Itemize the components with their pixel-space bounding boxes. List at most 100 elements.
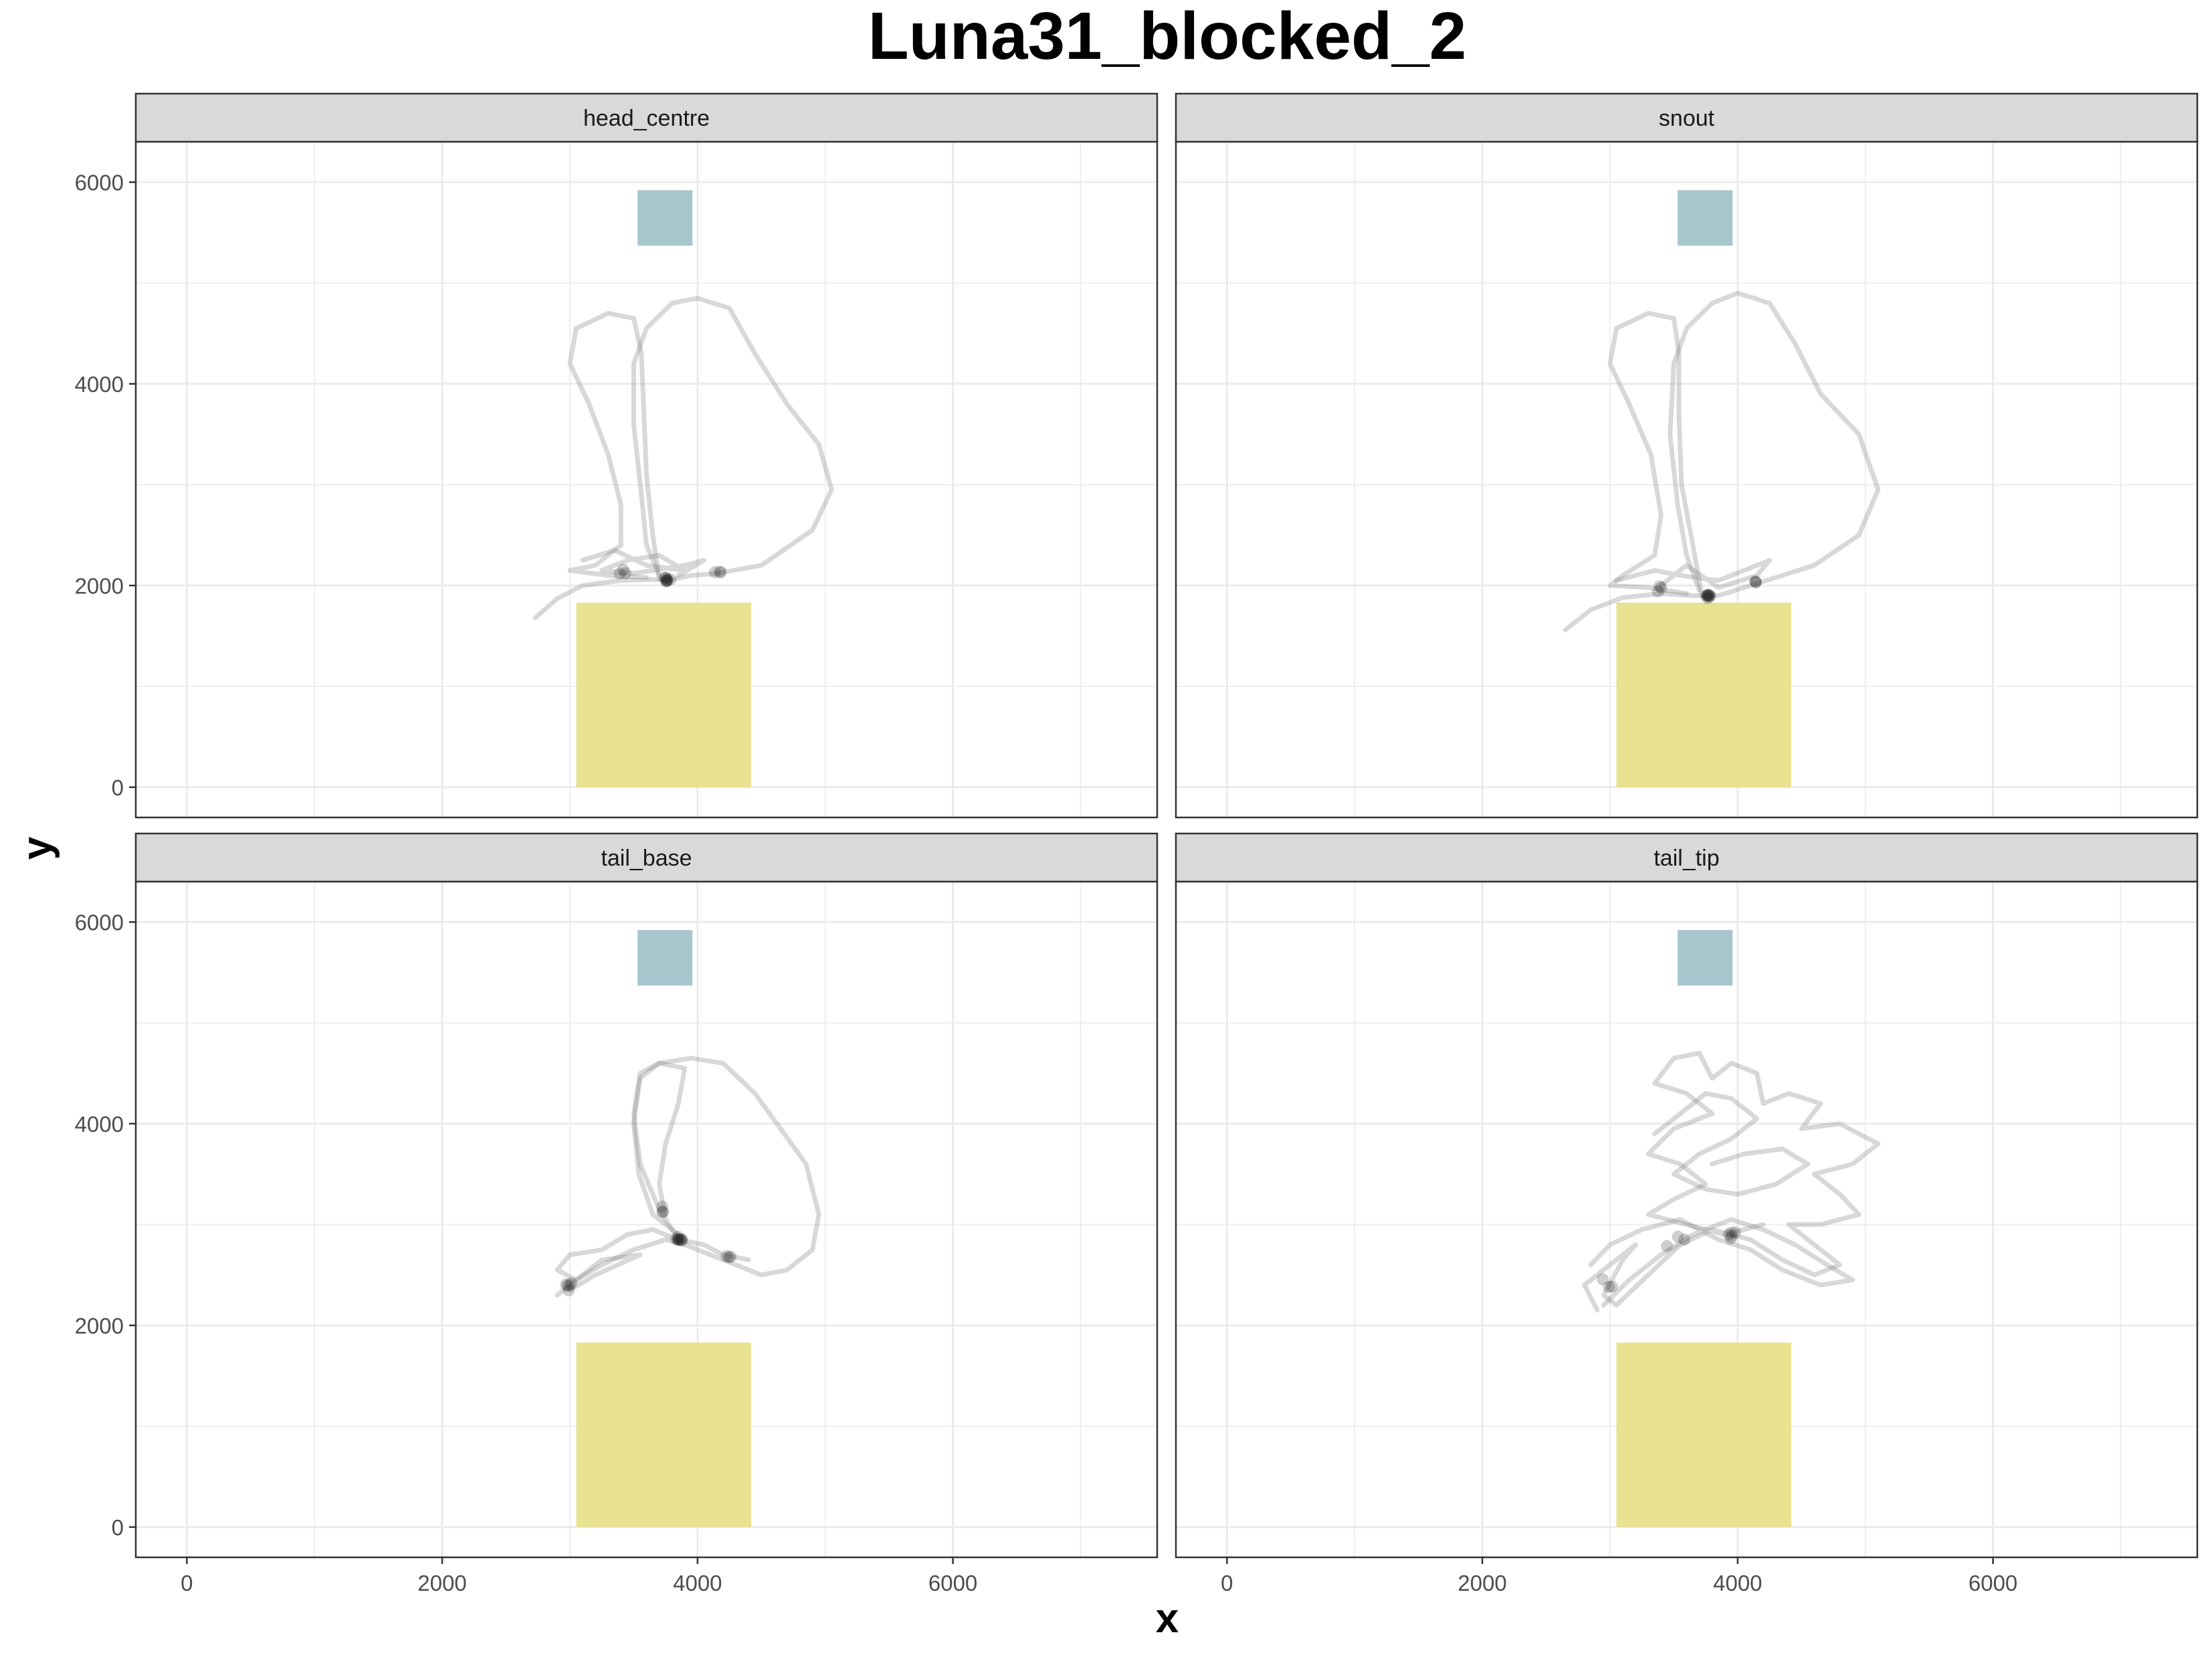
track-point [660, 575, 672, 587]
track-point [722, 1251, 735, 1264]
track-point [560, 1278, 573, 1290]
x-tick-label: 0 [181, 1571, 193, 1595]
track-path [532, 296, 834, 620]
track-point [1704, 590, 1716, 603]
track-point [1661, 1240, 1674, 1252]
track-point [708, 566, 721, 579]
x-tick-label: 2000 [1457, 1571, 1506, 1595]
track-point [660, 573, 673, 586]
y-tick-label: 0 [112, 1515, 124, 1540]
track-point [1701, 589, 1714, 601]
track-path [555, 1227, 751, 1292]
grid-lines [1176, 142, 2197, 817]
track-point [724, 1250, 737, 1263]
panel-head-centre: head_centre 0 2000 4000 6000 [75, 92, 1159, 819]
track-point [656, 1200, 669, 1213]
track-point [1672, 1230, 1684, 1243]
y-tick-label: 6000 [75, 910, 124, 935]
track-point [1728, 1226, 1741, 1239]
panel-tail-base: tail_base 0 2000 4000 6000 0 2000 4000 6000 [75, 832, 1159, 1595]
blue-zone [1678, 190, 1733, 246]
track-point [1724, 1232, 1737, 1245]
track-point [720, 1250, 733, 1262]
track-point [617, 563, 629, 576]
track-point [1703, 589, 1716, 601]
track-path [631, 1060, 688, 1242]
x-tick-label: 6000 [1969, 1571, 2017, 1595]
panel-border [134, 880, 1159, 1559]
track-point [656, 1205, 669, 1218]
blue-zone [1678, 930, 1733, 986]
grid-lines [136, 882, 1157, 1557]
track-point [1603, 1280, 1615, 1293]
track-path [1614, 558, 1773, 590]
y-tick-label: 6000 [75, 170, 124, 195]
x-tick-label: 4000 [1713, 1571, 1762, 1595]
chart-title: Luna31_blocked_2 [868, 0, 1467, 74]
track-point [660, 575, 673, 587]
yellow-zone [1616, 1342, 1792, 1527]
track-point [659, 571, 672, 584]
track-point [1655, 581, 1668, 594]
track-point [1605, 1280, 1618, 1293]
x-axis-title: x [1156, 1595, 1179, 1642]
track-point [613, 567, 626, 580]
track-path [567, 310, 662, 582]
yellow-zone [576, 602, 752, 787]
panel-snout: snout [1175, 92, 2199, 819]
track-point [672, 1234, 684, 1246]
track-point [1678, 1233, 1691, 1246]
track-point [1722, 1228, 1735, 1241]
yellow-zone [576, 1342, 752, 1527]
facet-strip [1175, 832, 2199, 883]
track-path [1652, 1091, 1811, 1197]
y-tick-label: 4000 [75, 1112, 124, 1137]
track-path [1563, 290, 1881, 633]
facet-strip [1175, 92, 2199, 143]
track-point [1701, 589, 1714, 601]
track-point [1749, 575, 1762, 588]
track-point [563, 1284, 575, 1296]
track-point [661, 574, 674, 587]
track-point [1700, 590, 1713, 603]
track-point [714, 566, 727, 579]
track-point [664, 573, 677, 586]
track-path [555, 1056, 821, 1298]
track-point [1749, 575, 1762, 587]
blue-zone [637, 190, 693, 246]
facet-label: tail_tip [1653, 846, 1719, 871]
track-point [1702, 590, 1715, 603]
track-point [672, 1230, 685, 1243]
panel-border [134, 140, 1159, 819]
track-path [580, 548, 706, 578]
track-point [675, 1233, 688, 1246]
track-point [1702, 589, 1715, 601]
grid-lines [136, 142, 1157, 817]
track-path [1588, 1217, 1855, 1308]
track-point [1702, 592, 1714, 605]
track-point [676, 1234, 688, 1247]
track-point [661, 575, 674, 587]
x-tick-label: 0 [1221, 1571, 1233, 1595]
track-point [561, 1280, 574, 1292]
x-tick-label: 2000 [417, 1571, 466, 1595]
panel-tail-tip: tail_tip 0 2000 4000 6000 [1175, 832, 2199, 1595]
x-tick-label: 6000 [928, 1571, 977, 1595]
facet-label: head_centre [583, 106, 710, 131]
track-point [714, 565, 726, 578]
facet-strip [134, 92, 1159, 143]
facet-label: tail_base [601, 846, 692, 871]
track-point [660, 573, 673, 585]
track-path [1607, 310, 1704, 598]
track-point [670, 1232, 682, 1245]
track-point [656, 1205, 669, 1218]
y-axis-title: y [14, 836, 60, 860]
y-tick-label: 2000 [75, 1313, 124, 1338]
track-point [1725, 1226, 1738, 1239]
panel-border [1175, 880, 2199, 1559]
track-point [673, 1234, 686, 1246]
y-tick-label: 2000 [75, 573, 124, 598]
yellow-zone [1616, 602, 1792, 787]
facet-label: snout [1659, 106, 1715, 131]
